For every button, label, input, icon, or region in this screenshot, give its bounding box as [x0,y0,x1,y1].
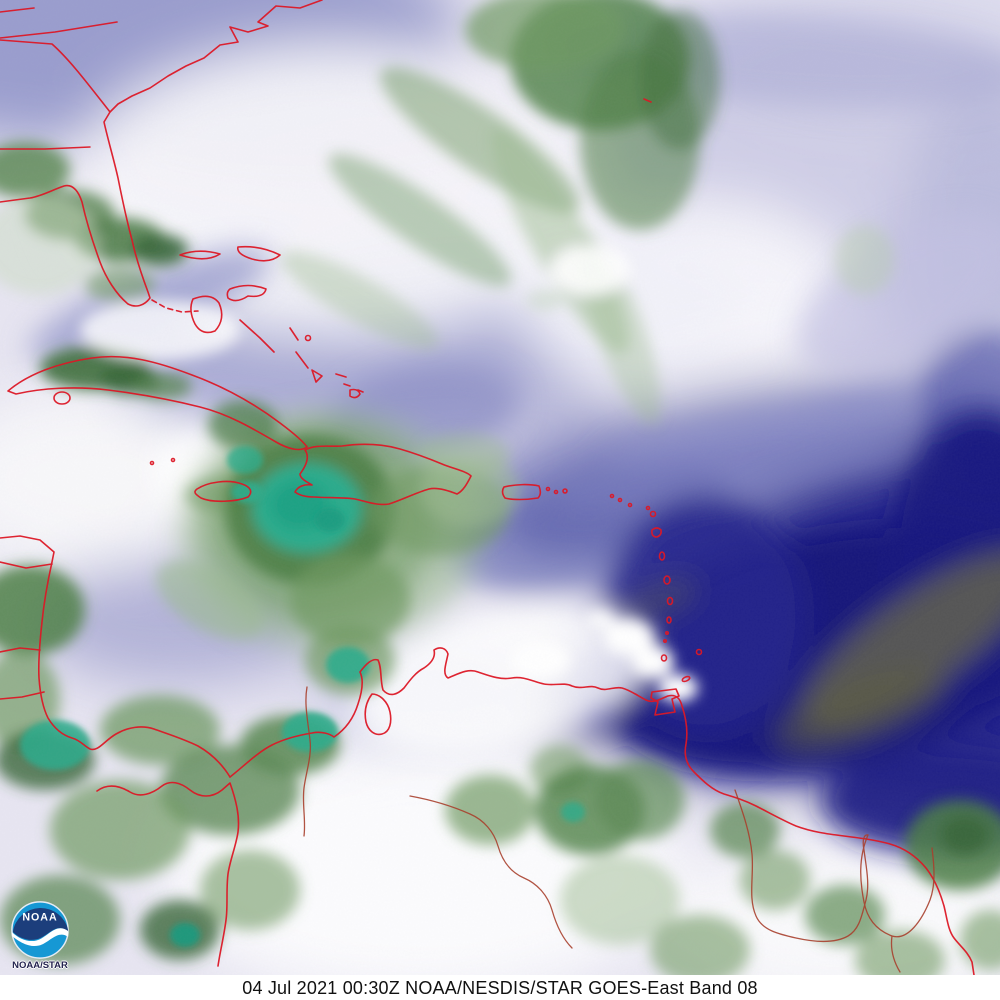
florida-keys [151,299,199,313]
grain-texture [0,0,1000,975]
trinidad [650,688,680,716]
coastline-overlay [0,0,975,975]
abaco [236,245,281,262]
caption-bar: 04 Jul 2021 00:30Z NOAA/NESDIS/STAR GOES… [0,975,1000,1000]
noaa-gull-icon [11,928,69,947]
bermuda [643,98,652,103]
noaa-logo: NOAA NOAA/STAR [4,899,76,971]
noaa-emblem-text: NOAA [22,911,57,923]
noaa-emblem-sky [12,907,69,940]
hispaniola [294,443,472,506]
caption-text: 04 Jul 2021 00:30Z NOAA/NESDIS/STAR GOES… [242,977,758,998]
isle-of-youth [53,391,71,405]
central-america-coast [0,535,231,778]
cuba [7,355,308,451]
inland-borders-overlay [302,686,935,973]
central-america-borders [0,561,53,700]
andros [190,295,223,334]
jamaica [194,480,252,503]
panama-pacific-coast [96,781,240,967]
cayman [149,460,155,466]
water-vapor-map [0,0,1000,975]
noaa-emblem: NOAA [11,901,69,959]
eleuthera [226,284,267,302]
san-salvador [304,334,312,342]
lake-maracaibo [364,693,392,736]
us-southeast-coast [0,0,323,307]
grand-bahama [179,250,221,260]
puerto-rico [501,483,542,501]
lesser-antilles [545,486,703,683]
state-borders [0,7,118,150]
south-america-north-coast [229,647,975,975]
exuma-chain [239,319,364,399]
noaa-star-label: NOAA/STAR [12,960,68,971]
